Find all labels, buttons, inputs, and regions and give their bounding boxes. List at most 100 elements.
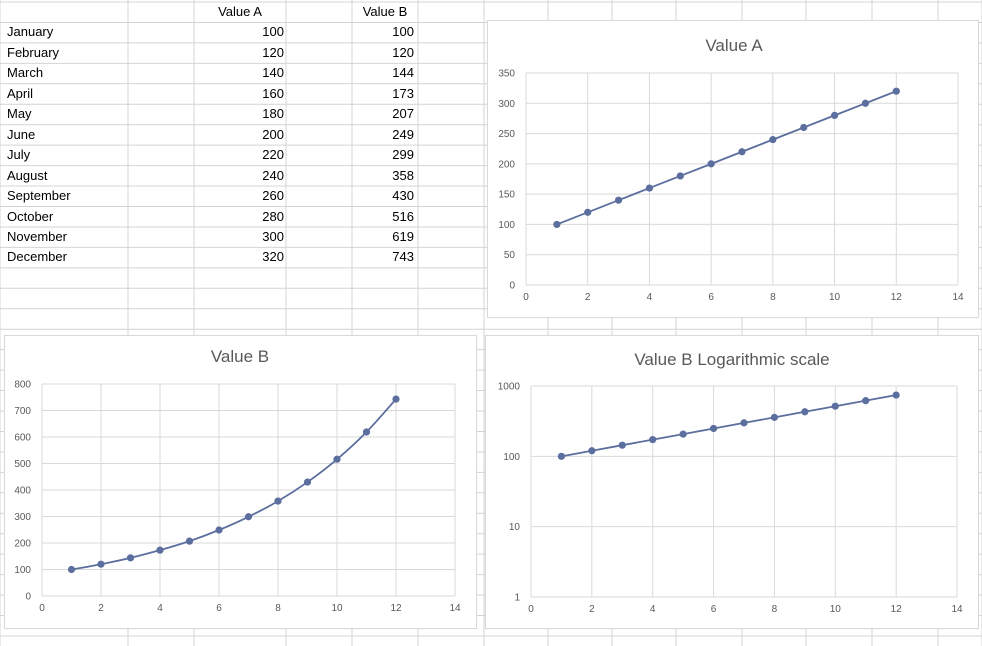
data-point[interactable] <box>862 397 870 405</box>
value-b-cell[interactable]: 430 <box>392 188 414 204</box>
month-cell[interactable]: March <box>7 65 44 81</box>
data-point[interactable] <box>215 526 223 534</box>
value-b-cell[interactable]: 299 <box>392 147 414 163</box>
data-point[interactable] <box>185 537 194 545</box>
data-point[interactable] <box>830 111 839 119</box>
data-point[interactable] <box>126 554 135 562</box>
data-point[interactable] <box>97 560 105 568</box>
data-point[interactable] <box>618 441 626 449</box>
value-a-cell[interactable]: 160 <box>262 85 284 101</box>
data-point[interactable] <box>861 99 870 107</box>
value-b-cell[interactable]: 249 <box>392 126 414 142</box>
month-cell[interactable]: July <box>7 147 31 163</box>
month-cell[interactable]: June <box>7 126 36 142</box>
y-tick-label: 300 <box>14 512 31 523</box>
data-point[interactable] <box>553 220 561 229</box>
value-a-cell[interactable]: 140 <box>262 65 284 81</box>
chart-value-b-log[interactable]: Value B Logarithmic scale 1 10 100 1000 0 2 4 6 8… <box>485 335 979 629</box>
value-b-cell[interactable]: 358 <box>392 167 414 183</box>
data-point[interactable] <box>156 546 164 554</box>
y-tick-label: 1000 <box>498 382 521 393</box>
chart-svg: Value B 0 100 200 300 400 500 600 700 800 0 2 4 6 8 10 1… <box>14 347 461 614</box>
data-point[interactable] <box>649 435 657 444</box>
month-cell[interactable]: November <box>7 228 67 244</box>
chart-title: Value B <box>211 347 269 366</box>
data-point[interactable] <box>707 160 715 168</box>
month-cell[interactable]: May <box>7 106 32 122</box>
data-point[interactable] <box>800 123 808 132</box>
data-point[interactable] <box>892 391 900 399</box>
value-a-cell[interactable]: 280 <box>262 208 284 224</box>
data-point[interactable] <box>679 430 687 438</box>
data-point[interactable] <box>584 208 592 216</box>
x-tick-label: 2 <box>98 603 104 614</box>
x-tick-label: 4 <box>647 292 653 303</box>
header-value-b[interactable]: Value B <box>362 3 408 19</box>
data-point[interactable] <box>738 148 746 156</box>
y-tick-label: 700 <box>14 406 31 417</box>
x-tick-label: 0 <box>523 292 529 303</box>
value-b-cell[interactable]: 619 <box>392 228 414 244</box>
data-point[interactable] <box>645 184 654 192</box>
y-tick-label: 800 <box>14 380 31 391</box>
y-tick-label: 150 <box>498 190 515 201</box>
month-cell[interactable]: January <box>7 24 54 40</box>
value-a-cell[interactable]: 320 <box>262 249 284 265</box>
y-tick-label: 100 <box>14 565 31 576</box>
month-cell[interactable]: September <box>7 188 71 204</box>
data-point[interactable] <box>892 87 900 95</box>
data-point[interactable] <box>740 419 748 427</box>
x-tick-label: 14 <box>951 604 963 615</box>
data-point[interactable] <box>709 424 718 433</box>
value-a-cell[interactable]: 100 <box>262 24 284 40</box>
value-b-cell[interactable]: 743 <box>392 249 414 265</box>
value-b-cell[interactable]: 173 <box>392 85 414 101</box>
data-point[interactable] <box>274 497 282 505</box>
y-tick-label: 200 <box>498 159 515 170</box>
x-tick-label: 10 <box>829 292 841 303</box>
data-point[interactable] <box>67 565 76 574</box>
month-cell[interactable]: August <box>7 167 48 183</box>
data-point[interactable] <box>362 428 371 436</box>
value-b-cell[interactable]: 207 <box>392 106 414 122</box>
y-tick-label: 600 <box>14 433 31 444</box>
x-tick-label: 10 <box>830 604 842 615</box>
data-point[interactable] <box>333 455 341 463</box>
value-b-cell[interactable]: 516 <box>392 208 414 224</box>
data-point[interactable] <box>831 402 839 410</box>
chart-value-a[interactable]: Value A 0 50 100 150 200 250 300 350 0 2 4 6 8 10 12 14 <box>487 20 979 318</box>
x-tick-label: 10 <box>331 603 343 614</box>
value-a-cell[interactable]: 300 <box>262 228 284 244</box>
value-a-cell[interactable]: 260 <box>262 188 284 204</box>
data-point[interactable] <box>676 172 684 180</box>
chart-value-b[interactable]: Value B 0 100 200 300 400 500 600 700 800 0 2 4 6 8 10 1… <box>4 335 477 629</box>
y-tick-label: 250 <box>498 129 515 140</box>
data-point[interactable] <box>244 513 253 521</box>
value-b-cell[interactable]: 100 <box>392 24 414 40</box>
month-cell[interactable]: February <box>7 44 60 60</box>
header-value-a[interactable]: Value A <box>218 4 262 19</box>
y-tick-label: 200 <box>14 539 31 550</box>
value-a-cell[interactable]: 220 <box>262 147 284 163</box>
value-b-cell[interactable]: 144 <box>392 65 414 81</box>
x-tick-label: 12 <box>390 603 402 614</box>
data-point[interactable] <box>614 196 623 204</box>
series-line <box>556 90 897 226</box>
value-a-cell[interactable]: 120 <box>262 44 284 60</box>
data-point[interactable] <box>392 395 400 403</box>
value-a-cell[interactable]: 240 <box>262 167 284 183</box>
x-tick-label: 8 <box>770 292 776 303</box>
month-cell[interactable]: October <box>7 208 54 224</box>
value-b-cell[interactable]: 120 <box>392 44 414 60</box>
data-point[interactable] <box>801 408 809 416</box>
data-point[interactable] <box>557 452 566 460</box>
month-cell[interactable]: December <box>7 249 67 265</box>
data-point[interactable] <box>303 478 312 486</box>
value-a-cell[interactable]: 200 <box>262 126 284 142</box>
data-point[interactable] <box>770 413 779 421</box>
month-cell[interactable]: April <box>7 85 34 101</box>
data-point[interactable] <box>588 447 596 455</box>
data-point[interactable] <box>769 136 777 144</box>
value-a-cell[interactable]: 180 <box>262 106 284 122</box>
x-tick-label: 6 <box>708 292 714 303</box>
